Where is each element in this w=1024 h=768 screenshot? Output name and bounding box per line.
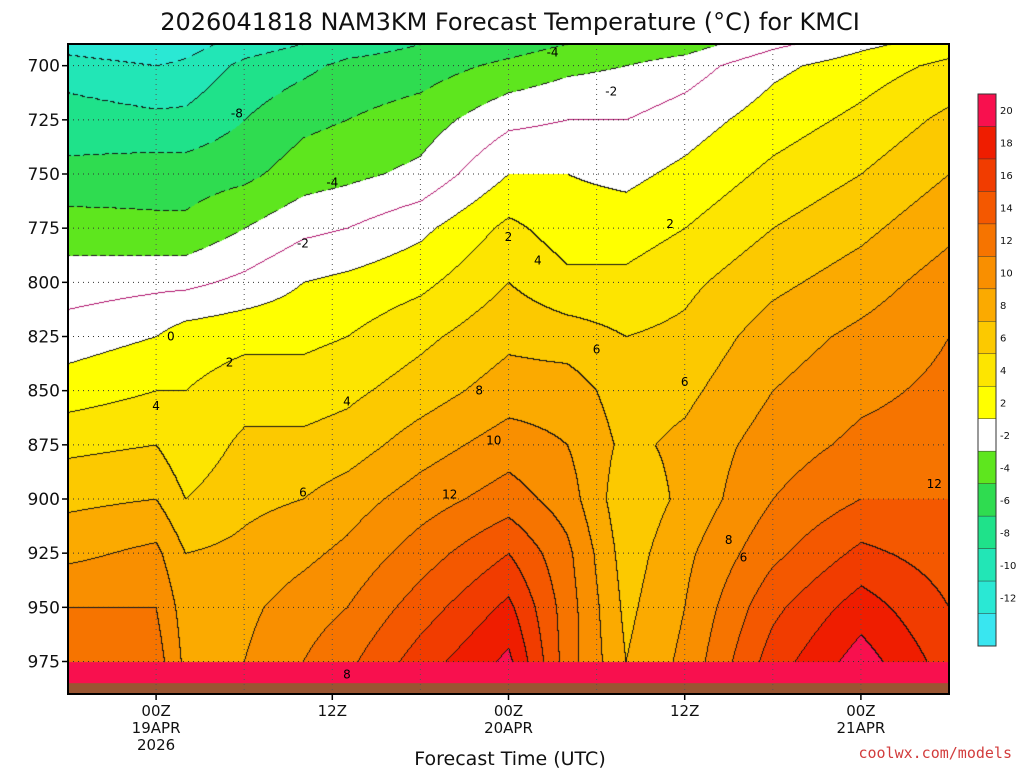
- gridlines: [68, 44, 949, 694]
- colorbar-swatch: [978, 386, 996, 420]
- y-tick-label: 775: [28, 219, 60, 239]
- colorbar-label: -6: [1000, 496, 1010, 507]
- colorbar-swatch: [978, 256, 996, 290]
- isotherm-label: 0: [167, 330, 175, 344]
- colorbar-swatch: [978, 126, 996, 160]
- isotherm-label: 2: [505, 230, 513, 244]
- x-tick-label: 00Z: [141, 702, 170, 720]
- isotherm-label: -4: [326, 176, 338, 190]
- isotherm-label: -8: [231, 106, 243, 120]
- x-tick-label: 21APR: [836, 719, 885, 737]
- x-tick-label: 20APR: [484, 719, 533, 737]
- isotherm-label: 6: [299, 486, 307, 500]
- colorbar-label: -2: [1000, 431, 1010, 442]
- isotherm-label: -2: [297, 236, 309, 250]
- isotherm-label: 12: [442, 488, 457, 502]
- colorbar-label: 6: [1000, 334, 1006, 345]
- colorbar-label: 2: [1000, 398, 1006, 409]
- y-tick-label: 975: [28, 653, 60, 673]
- y-tick-label: 925: [28, 544, 60, 564]
- colorbar-label: 10: [1000, 269, 1013, 280]
- y-tick-label: 850: [28, 382, 60, 402]
- y-tick-label: 800: [28, 273, 60, 293]
- isotherm-label: 6: [681, 375, 689, 389]
- y-tick-label: 875: [28, 436, 60, 456]
- y-tick-label: 825: [28, 328, 60, 348]
- isotherm-label: 4: [152, 399, 160, 413]
- colorbar-label: -4: [1000, 463, 1010, 474]
- isotherm-label: 12: [927, 477, 942, 491]
- colorbar-swatch: [978, 353, 996, 387]
- y-tick-label: 900: [28, 490, 60, 510]
- colorbar-swatch: [978, 223, 996, 257]
- terrain-surface: [68, 683, 949, 694]
- y-tick-label: 950: [28, 598, 60, 618]
- colorbar-swatch: [978, 158, 996, 192]
- colorbar-swatch: [978, 94, 996, 127]
- colorbar-swatch: [978, 613, 996, 647]
- colorbar-frame: [977, 93, 997, 647]
- x-tick-label: 12Z: [318, 702, 347, 720]
- y-tick-label: 750: [28, 165, 60, 185]
- x-tick-label: 00Z: [494, 702, 523, 720]
- isotherm-label: 2: [226, 356, 234, 370]
- colorbar-swatch: [978, 548, 996, 582]
- isotherm-label: -4: [547, 46, 559, 60]
- x-axis-label: Forecast Time (UTC): [414, 748, 605, 768]
- colorbar-label: 18: [1000, 139, 1013, 150]
- colorbar-swatch: [978, 418, 996, 452]
- colorbar-label: 12: [1000, 236, 1013, 247]
- colorbar-label: 4: [1000, 366, 1006, 377]
- isotherm-label: 10: [486, 434, 501, 448]
- y-tick-label: 725: [28, 111, 60, 131]
- x-tick-label: 2026: [137, 736, 175, 754]
- colorbar-label: 20: [1000, 106, 1013, 117]
- isotherm-label: 4: [534, 254, 542, 268]
- credit-text: coolwx.com/models: [858, 744, 1012, 762]
- isotherm-label: 4: [343, 395, 351, 409]
- isotherm-label: 8: [343, 668, 351, 682]
- colorbar-swatch: [978, 483, 996, 517]
- colorbar-swatch: [978, 581, 996, 615]
- x-tick-label: 12Z: [670, 702, 699, 720]
- colorbar-swatch: [978, 321, 996, 355]
- x-tick-label: 19APR: [132, 719, 181, 737]
- isotherm-label: 8: [475, 384, 483, 398]
- isotherm-label: 2: [666, 217, 674, 231]
- colorbar-swatch: [978, 288, 996, 322]
- isotherm-label: -2: [605, 85, 617, 99]
- chart-title: 2026041818 NAM3KM Forecast Temperature (…: [160, 8, 860, 36]
- colorbar-label: -12: [1000, 593, 1016, 604]
- colorbar-label: 14: [1000, 204, 1013, 215]
- colorbar: 20 18 16 14 12 10 8 6 4 2 -2 -4 -6 -8 -10 -12: [977, 93, 1016, 647]
- colorbar-label: -10: [1000, 561, 1016, 572]
- y-axis: 700 725 750 775 800 825 850 875 900 925 950 975: [28, 57, 68, 673]
- isotherm-label: 6: [593, 343, 601, 357]
- y-tick-label: 700: [28, 57, 60, 77]
- colorbar-label: 8: [1000, 301, 1006, 312]
- colorbar-swatch: [978, 516, 996, 550]
- colorbar-swatch: [978, 451, 996, 485]
- colorbar-swatch: [978, 191, 996, 225]
- isotherm-label: 8: [725, 533, 733, 547]
- colorbar-label: -8: [1000, 528, 1010, 539]
- x-tick-label: 00Z: [846, 702, 875, 720]
- isotherm-label: 6: [740, 551, 748, 565]
- colorbar-label: 16: [1000, 171, 1013, 182]
